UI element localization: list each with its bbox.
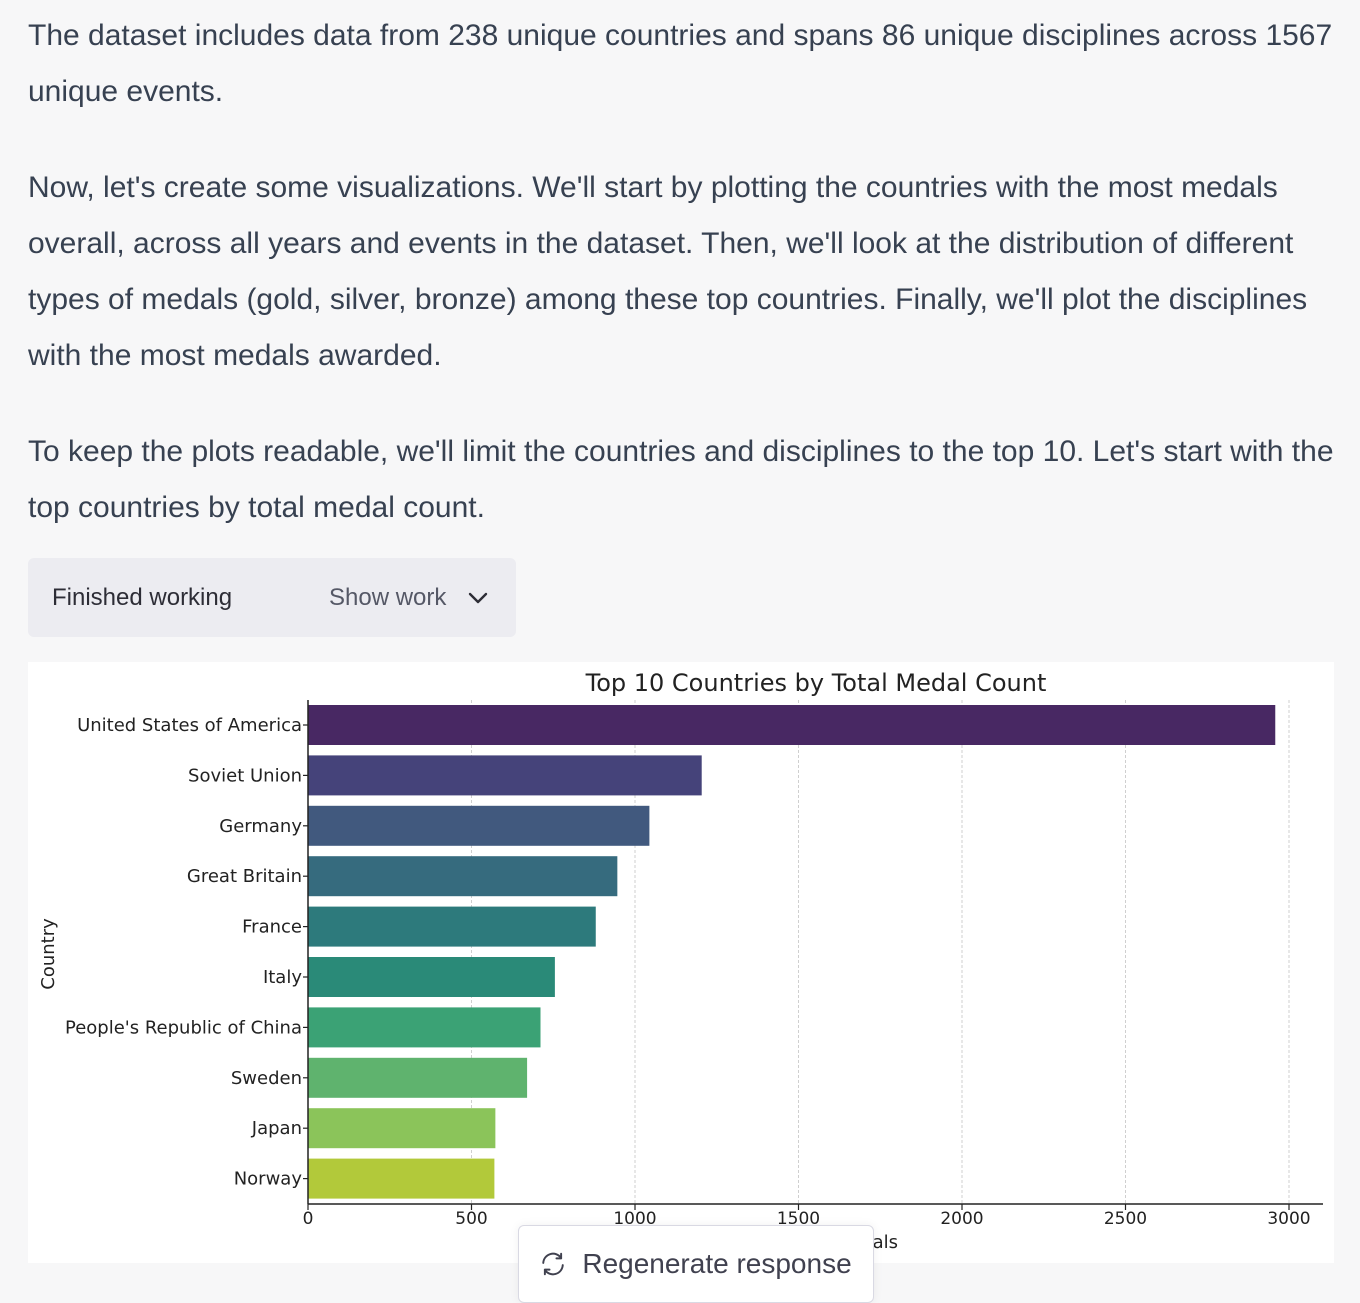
y-tick-label: France: [242, 917, 302, 938]
y-axis-label: Country: [38, 918, 59, 990]
x-tick-label: 0: [303, 1209, 314, 1229]
bar: [308, 906, 596, 947]
x-tick-label: 2000: [940, 1209, 983, 1229]
refresh-icon: [542, 1252, 565, 1276]
y-tick-label: Japan: [251, 1118, 302, 1139]
bar: [308, 705, 1276, 745]
bar: [308, 805, 650, 846]
y-tick-label: Great Britain: [187, 866, 302, 887]
x-tick-label: 2500: [1104, 1209, 1147, 1229]
show-work-label: Show work: [329, 583, 447, 611]
chart-title: Top 10 Countries by Total Medal Count: [585, 669, 1047, 697]
x-tick-label: 3000: [1267, 1209, 1310, 1229]
regenerate-response-button[interactable]: Regenerate response: [518, 1225, 874, 1303]
message-paragraph: Now, let's create some visualizations. W…: [28, 171, 1308, 372]
y-tick-label: United States of America: [77, 715, 302, 736]
bar: [308, 1108, 496, 1149]
y-tick-label: Soviet Union: [188, 765, 302, 786]
y-tick-label: People's Republic of China: [65, 1017, 302, 1038]
x-tick-label: 500: [455, 1209, 487, 1229]
bar: [308, 755, 702, 796]
work-status-panel: Finished working Show work: [28, 558, 516, 637]
assistant-message: The dataset includes data from 238 uniqu…: [28, 8, 1338, 576]
bar: [308, 1057, 528, 1098]
bar: [308, 957, 555, 997]
bar: [308, 1007, 541, 1048]
bar: [308, 1158, 495, 1199]
chart-container: Top 10 Countries by Total Medal Count Co…: [28, 662, 1334, 1263]
bar: [308, 856, 618, 897]
y-tick-label: Sweden: [231, 1068, 302, 1089]
work-status-label: Finished working: [52, 583, 233, 611]
y-tick-label: Germany: [219, 816, 302, 837]
bar-chart: Top 10 Countries by Total Medal Count Co…: [38, 669, 1323, 1253]
show-work-button[interactable]: Show work: [329, 558, 488, 637]
x-axis-label: als: [873, 1232, 898, 1253]
y-tick-label: Norway: [234, 1169, 303, 1190]
x-tick-label: 1500: [777, 1209, 820, 1229]
regenerate-label: Regenerate response: [582, 1248, 852, 1279]
x-tick-label: 1000: [613, 1209, 656, 1229]
y-tick-label: Italy: [263, 967, 302, 988]
chevron-down-icon: [469, 592, 488, 603]
message-paragraph: The dataset includes data from 238 uniqu…: [28, 19, 1333, 108]
message-paragraph: To keep the plots readable, we'll limit …: [28, 435, 1334, 524]
